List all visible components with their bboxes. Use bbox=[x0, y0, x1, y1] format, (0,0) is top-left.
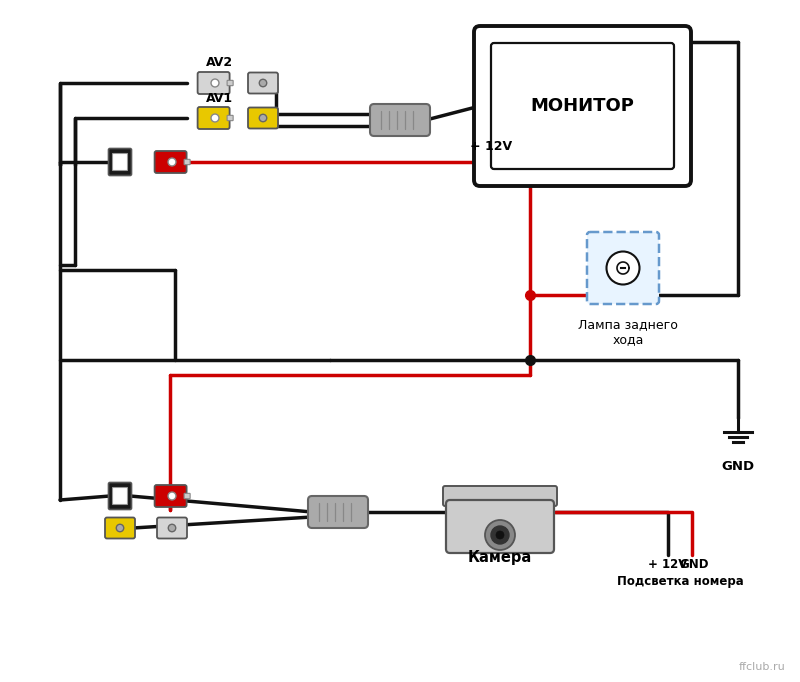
FancyBboxPatch shape bbox=[491, 43, 674, 169]
FancyBboxPatch shape bbox=[184, 160, 190, 164]
Text: Камера: Камера bbox=[468, 550, 532, 565]
Text: AV2: AV2 bbox=[206, 55, 234, 68]
Text: Подсветка номера: Подсветка номера bbox=[617, 575, 743, 588]
Text: Лампа заднего
хода: Лампа заднего хода bbox=[578, 318, 678, 346]
FancyBboxPatch shape bbox=[474, 26, 691, 186]
Circle shape bbox=[491, 526, 509, 544]
Circle shape bbox=[211, 79, 219, 87]
FancyBboxPatch shape bbox=[248, 72, 278, 93]
FancyBboxPatch shape bbox=[157, 518, 187, 539]
FancyBboxPatch shape bbox=[587, 232, 659, 304]
Text: GND: GND bbox=[722, 460, 754, 473]
Circle shape bbox=[496, 531, 504, 539]
Text: + 12V: + 12V bbox=[470, 140, 512, 153]
FancyBboxPatch shape bbox=[154, 151, 186, 173]
Circle shape bbox=[211, 114, 219, 122]
FancyBboxPatch shape bbox=[227, 80, 233, 86]
FancyBboxPatch shape bbox=[184, 493, 190, 499]
Circle shape bbox=[168, 158, 176, 166]
FancyBboxPatch shape bbox=[446, 500, 554, 553]
FancyBboxPatch shape bbox=[227, 115, 233, 121]
FancyBboxPatch shape bbox=[198, 107, 230, 129]
FancyBboxPatch shape bbox=[308, 496, 368, 528]
Circle shape bbox=[259, 79, 266, 87]
FancyBboxPatch shape bbox=[248, 108, 278, 128]
FancyBboxPatch shape bbox=[370, 104, 430, 136]
Circle shape bbox=[485, 520, 515, 550]
FancyBboxPatch shape bbox=[109, 149, 131, 175]
Text: + 12V: + 12V bbox=[648, 558, 688, 571]
FancyBboxPatch shape bbox=[443, 486, 557, 506]
FancyBboxPatch shape bbox=[113, 488, 127, 505]
Circle shape bbox=[116, 524, 124, 532]
Text: AV1: AV1 bbox=[206, 93, 234, 106]
FancyBboxPatch shape bbox=[154, 485, 186, 507]
Circle shape bbox=[168, 492, 176, 500]
Text: GND: GND bbox=[679, 558, 709, 571]
FancyBboxPatch shape bbox=[105, 518, 135, 539]
Circle shape bbox=[259, 115, 266, 122]
FancyBboxPatch shape bbox=[109, 482, 131, 509]
Text: ffclub.ru: ffclub.ru bbox=[738, 662, 785, 672]
Text: МОНИТОР: МОНИТОР bbox=[530, 97, 634, 115]
Circle shape bbox=[606, 252, 639, 284]
FancyBboxPatch shape bbox=[113, 153, 127, 170]
FancyBboxPatch shape bbox=[198, 72, 230, 94]
Circle shape bbox=[168, 524, 176, 532]
